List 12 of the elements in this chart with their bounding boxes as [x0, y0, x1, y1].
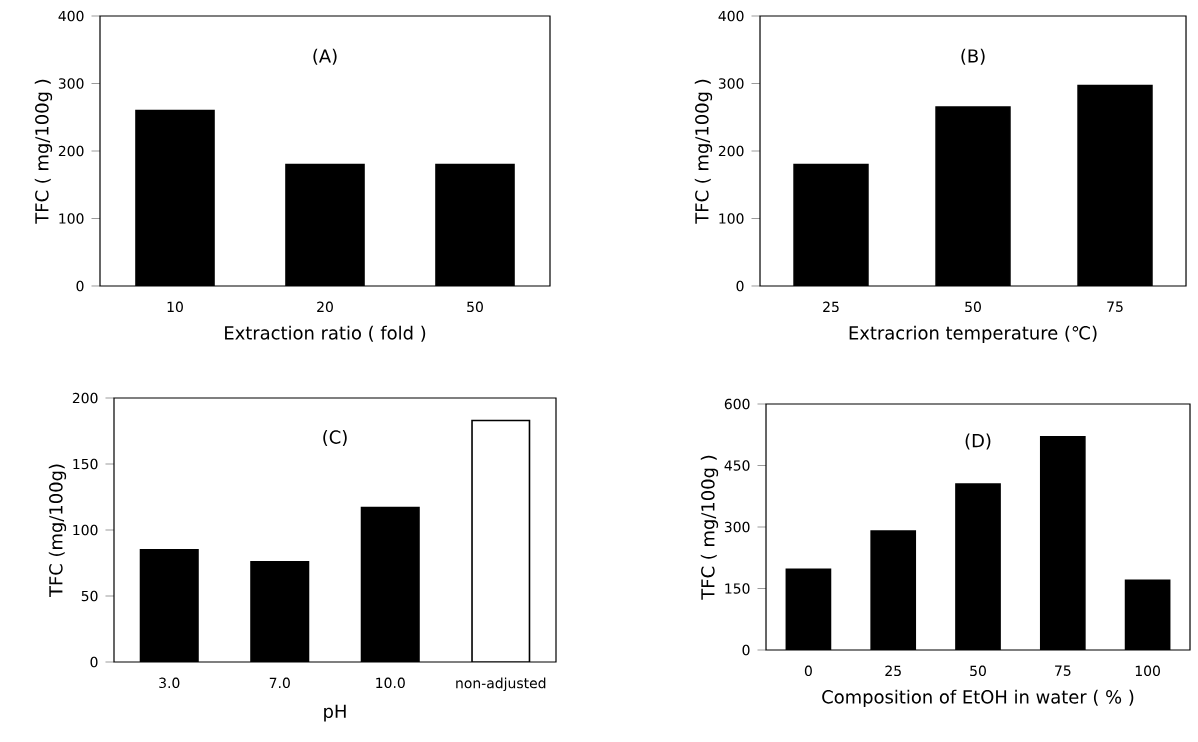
x-axis-title: Extracrion temperature (℃)	[849, 325, 1097, 344]
y-axis-title: TFC ( mg/100g )	[694, 79, 713, 224]
text: (C)	[323, 430, 347, 447]
y-axis-title: TFC ( mg/100g )	[700, 455, 719, 600]
text: (A)	[313, 48, 337, 65]
text: (B)	[961, 48, 985, 65]
x-axis-title: Composition of EtOH in water ( % )	[822, 689, 1134, 708]
text: (D)	[965, 433, 991, 450]
y-axis-title: TFC (mg/100g)	[48, 464, 67, 598]
y-axis-title: TFC ( mg/100g )	[34, 79, 53, 224]
x-axis-title: pH	[324, 704, 346, 722]
x-axis-title: Extraction ratio ( fold )	[225, 325, 426, 342]
